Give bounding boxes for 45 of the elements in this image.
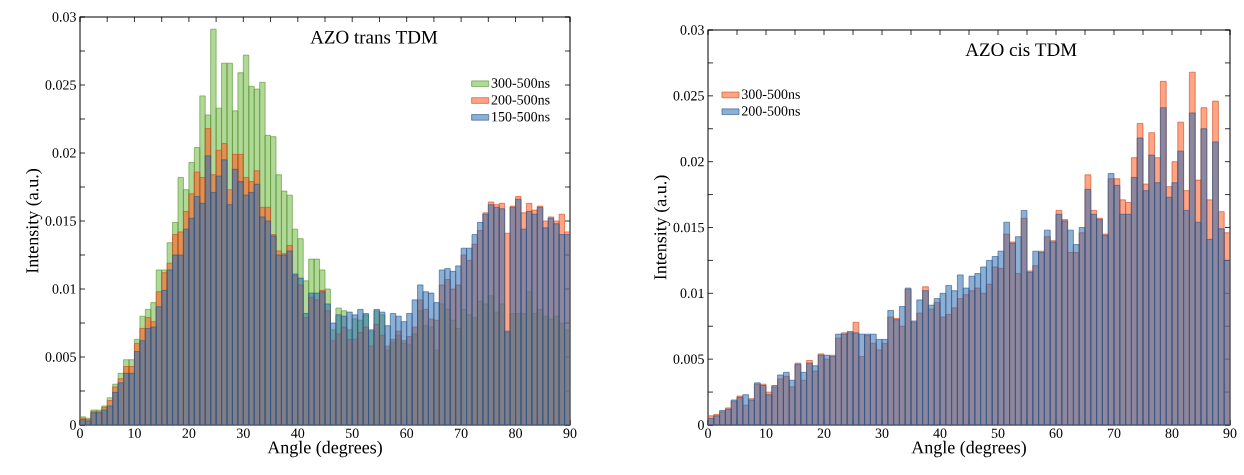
x-tick-label: 10	[760, 428, 773, 438]
x-tick-label: 20	[817, 428, 831, 438]
x-axis-title: Angle (degrees)	[911, 440, 1026, 458]
y-tick-label: 0.02	[52, 148, 76, 158]
y-tick-label: 0.03	[680, 25, 704, 35]
x-tick-label: 80	[509, 428, 523, 438]
y-tick-label: 0.025	[45, 80, 76, 90]
text: AZO trans TDM	[310, 30, 438, 44]
x-tick-label: 60	[400, 428, 414, 438]
y-tick-label: 0	[70, 420, 76, 430]
x-tick-label: 30	[237, 428, 250, 438]
y-tick-label: 0.01	[680, 288, 704, 299]
x-tick-label: 10	[128, 428, 141, 438]
y-axis-title: Intensity (a.u.)	[25, 169, 43, 274]
x-tick-label: 90	[563, 428, 577, 438]
x-tick-label: 90	[1223, 428, 1237, 438]
y-tick-label: 0.01	[52, 284, 76, 294]
x-tick-label: 60	[1049, 428, 1063, 438]
x-tick-label: 30	[875, 428, 889, 438]
x-tick-label: 0	[705, 428, 711, 438]
y-tick-label: 0.015	[45, 216, 76, 226]
legend-label: 200-500ns	[741, 106, 800, 116]
legend-label: 300-500ns	[491, 78, 550, 88]
legend-label: 200-500ns	[491, 95, 550, 105]
x-tick-label: 50	[991, 428, 1005, 438]
x-tick-label: 50	[346, 428, 359, 438]
legend-label: 150-500ns	[492, 111, 550, 122]
x-tick-label: 40	[291, 428, 305, 438]
x-tick-label: 0	[77, 428, 83, 438]
y-tick-label: 0.005	[45, 352, 76, 362]
y-tick-label: 0.005	[673, 354, 704, 364]
y-tick-label: 0.025	[673, 91, 704, 101]
y-tick-label: 0.03	[52, 12, 76, 22]
x-tick-label: 40	[933, 428, 947, 438]
x-tick-label: 20	[182, 428, 196, 438]
text: AZO cis TDM	[965, 43, 1077, 57]
y-tick-label: 0.015	[673, 222, 704, 233]
x-tick-label: 70	[1107, 428, 1121, 438]
x-axis-title: Angle (degrees)	[267, 440, 382, 458]
y-tick-label: 0.02	[680, 156, 704, 167]
y-axis-title: Intensity (a.u.)	[653, 175, 671, 280]
y-tick-label: 0	[698, 420, 704, 430]
legend-label: 300-500ns	[742, 89, 800, 99]
x-tick-label: 70	[455, 428, 468, 438]
x-tick-label: 80	[1165, 428, 1179, 438]
